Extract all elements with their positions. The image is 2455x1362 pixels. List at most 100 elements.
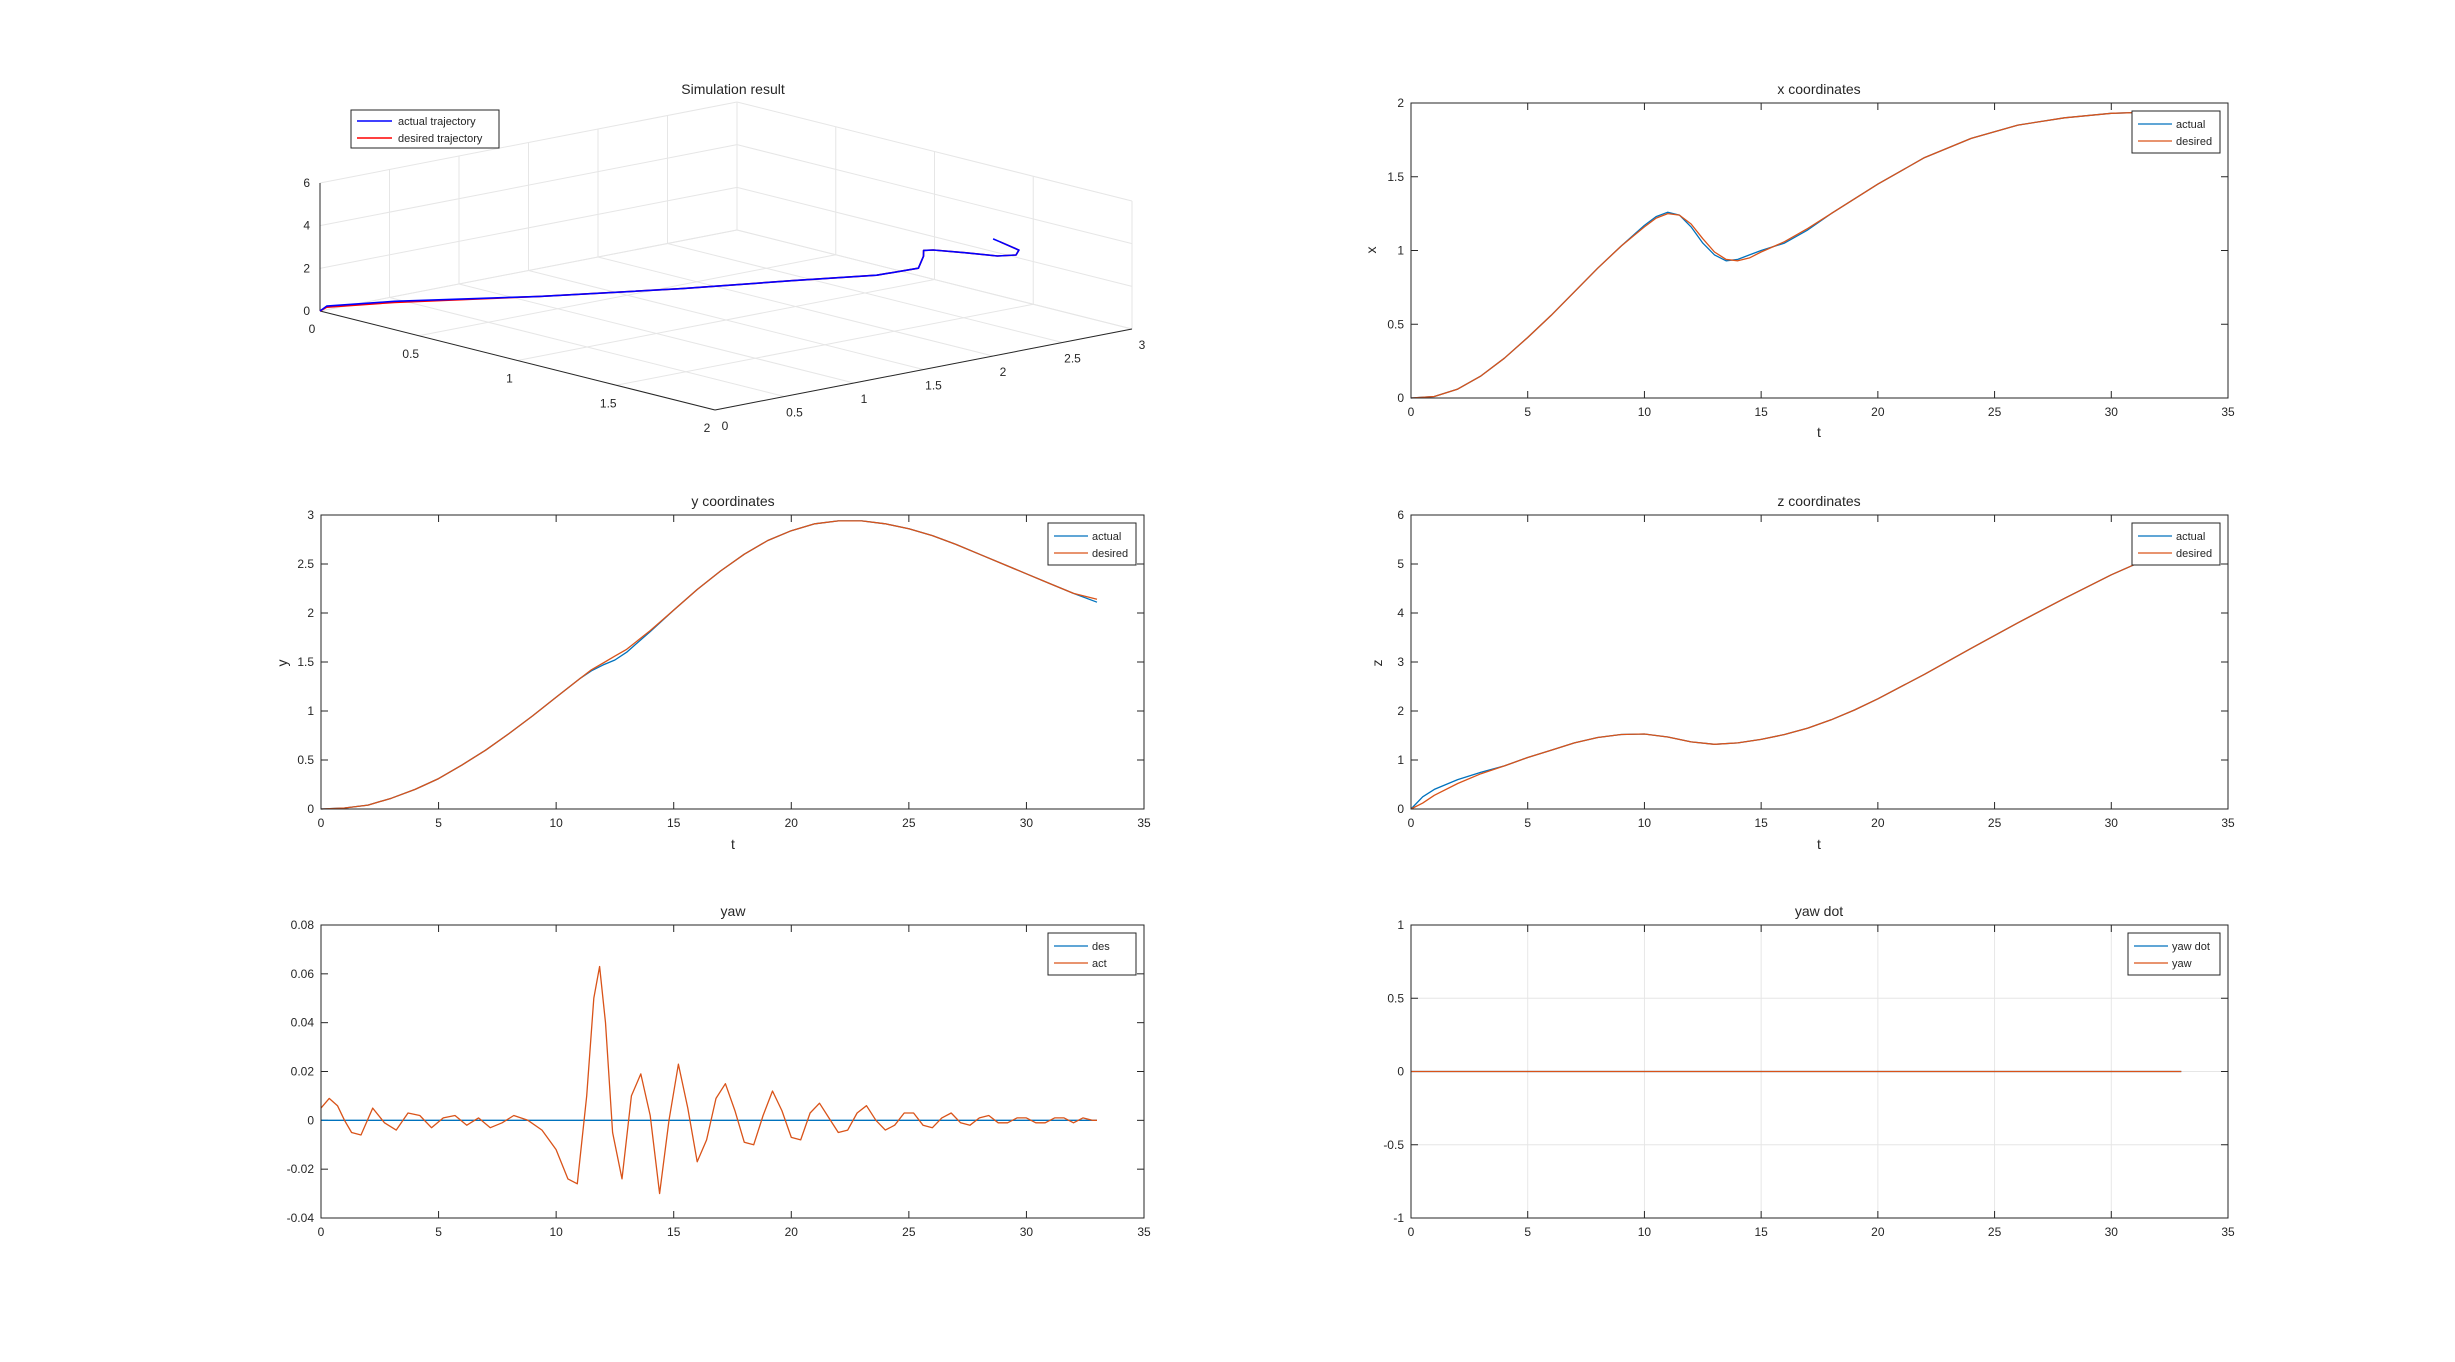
x-tick-label: 0 — [318, 1225, 325, 1239]
y-tick-label: 1.5 — [925, 379, 942, 393]
x-tick-label: 5 — [435, 1225, 442, 1239]
x-axis-label: t — [1817, 836, 1821, 852]
x-tick-label: 0 — [1408, 816, 1415, 830]
y-tick-label: 0 — [307, 802, 314, 816]
series-line-desired — [1410, 544, 2182, 810]
chart-title: y coordinates — [691, 493, 774, 509]
chart-title: z coordinates — [1777, 493, 1860, 509]
legend: des act — [1047, 932, 1137, 976]
x-tick-label: 5 — [435, 816, 442, 830]
x-tick-label: 10 — [1638, 816, 1652, 830]
y-tick-label: 2 — [1397, 704, 1404, 718]
floor-grid-y — [528, 270, 924, 370]
y-tick-label: 0.04 — [291, 1016, 315, 1030]
x-tick-label: 10 — [549, 1225, 563, 1239]
x-tick-label: 30 — [2105, 816, 2119, 830]
y-tick-label: 4 — [1397, 606, 1404, 620]
y-tick-label: 0 — [722, 419, 729, 433]
x-tick-label: 0 — [1408, 405, 1415, 419]
legend-label: act — [1092, 958, 1107, 970]
legend-label: desired trajectory — [398, 133, 483, 145]
chart-y-coordinates: y coordinates t y 0 5 10 15 20 25 30 35 0 0.5 1 1.5… — [274, 493, 1151, 852]
x-tick-label: 0 — [1408, 1225, 1415, 1239]
x-tick-label: 5 — [1524, 1225, 1531, 1239]
x-tick-label: 20 — [1871, 1225, 1885, 1239]
legend-label: actual — [2176, 531, 2205, 543]
y-tick-label: 1.5 — [297, 655, 314, 669]
series-line-desired — [320, 520, 1098, 810]
wall-grid-z — [319, 144, 738, 227]
chart-title: Simulation result — [681, 81, 785, 97]
axes-box — [1410, 924, 2229, 1219]
x-tick-label: 35 — [2221, 405, 2235, 419]
legend-label: actual — [1092, 531, 1121, 543]
plot-area — [1411, 515, 2228, 809]
chart-yaw: yaw 0 5 10 15 20 25 30 35 -0.04 -0.02 0 0.02 0.04 0.0… — [287, 903, 1151, 1239]
y-tick-label: 1 — [1397, 753, 1404, 767]
x-tick-label: 5 — [1524, 405, 1531, 419]
legend: yaw dot yaw — [2127, 932, 2221, 976]
y-tick-label: 1.5 — [1387, 170, 1404, 184]
floor-grid-y — [597, 256, 994, 357]
x-axis-label: t — [731, 836, 735, 852]
chart-title: yaw — [721, 903, 747, 919]
y-tick-label: 0 — [1397, 391, 1404, 405]
y-tick-label: 2.5 — [297, 557, 314, 571]
x-tick-label: 15 — [1754, 1225, 1768, 1239]
legend-box — [1047, 522, 1137, 566]
x-tick-label: 35 — [1137, 816, 1151, 830]
y-tick-label: 0.06 — [291, 967, 315, 981]
y-tick-label: 0.5 — [1387, 991, 1404, 1005]
x-tick-label: 25 — [1988, 816, 2002, 830]
wall-grid-z — [736, 186, 1133, 287]
y-tick-label: 5 — [1397, 557, 1404, 571]
y-tick-label: 0 — [1397, 802, 1404, 816]
legend-box — [350, 109, 500, 149]
x-tick-label: 30 — [1020, 1225, 1034, 1239]
plot-area — [1411, 103, 2228, 398]
y-axis-line — [714, 328, 1133, 411]
y-tick-label: 0.5 — [1387, 317, 1404, 331]
x-tick-label: 30 — [1020, 816, 1034, 830]
floor-grid-y — [389, 297, 785, 397]
z-tick-label: 6 — [303, 176, 310, 190]
z-tick-label: 2 — [303, 261, 310, 275]
x-tick-label: 20 — [1871, 816, 1885, 830]
y-tick-label: 0.02 — [291, 1065, 315, 1079]
y-tick-label: 0.08 — [291, 918, 315, 932]
x-tick-label: 15 — [667, 1225, 681, 1239]
axes-box — [1410, 102, 2229, 399]
x-tick-label: 20 — [1871, 405, 1885, 419]
legend: actual desired — [1047, 522, 1137, 566]
x-tick-label: 25 — [902, 1225, 916, 1239]
y-tick-label: 0 — [1397, 1065, 1404, 1079]
x-tick-label: 2 — [704, 421, 711, 435]
x-tick-label: 5 — [1524, 816, 1531, 830]
x-tick-label: 35 — [2221, 1225, 2235, 1239]
x-tick-label: 15 — [667, 816, 681, 830]
plot-area — [321, 925, 1144, 1218]
x-tick-label: 25 — [1988, 1225, 2002, 1239]
x-tick-label: 25 — [902, 816, 916, 830]
y-tick-label: 1 — [861, 392, 868, 406]
y-tick-label: 3 — [307, 508, 314, 522]
chart-z-coordinates: z coordinates t z 0 5 10 15 20 25 30 35 0 1 2 3 4 5 6 a… — [1369, 493, 2235, 852]
x-tick-label: 0 — [309, 322, 316, 336]
z-tick-label: 4 — [303, 219, 310, 233]
x-tick-label: 1.5 — [600, 396, 617, 410]
y-tick-label: -0.5 — [1383, 1138, 1404, 1152]
x-axis-label: t — [1817, 424, 1821, 440]
x-tick-label: 20 — [785, 1225, 799, 1239]
chart-simulation-result: Simulation result 00.511.52 00.511.522.53… — [303, 81, 1145, 435]
y-tick-label: 2.5 — [1064, 352, 1081, 366]
z-tick-label: 0 — [303, 304, 310, 318]
legend-box — [2131, 110, 2221, 154]
x-tick-label: 10 — [549, 816, 563, 830]
x-tick-label: 10 — [1638, 1225, 1652, 1239]
legend: actual desired — [2131, 110, 2221, 154]
y-tick-label: -1 — [1393, 1211, 1404, 1225]
legend-label: actual trajectory — [398, 116, 476, 128]
series-line-desired — [1410, 111, 2182, 399]
legend: actual trajectory desired trajectory — [350, 109, 500, 149]
